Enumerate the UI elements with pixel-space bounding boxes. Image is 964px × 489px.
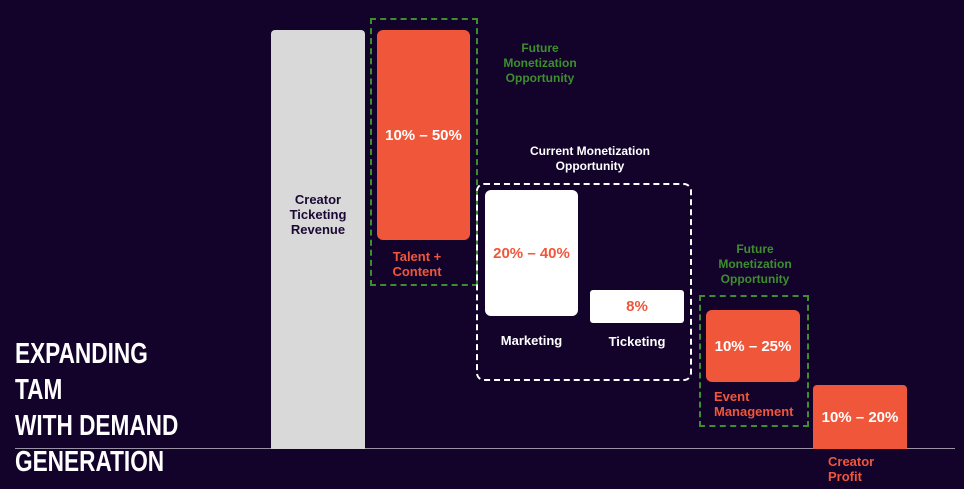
block-label: Talent + Content <box>392 249 442 279</box>
title: EXPANDING TAM WITH DEMAND GENERATION <box>15 336 194 480</box>
title-line: GENERATION <box>15 446 165 478</box>
value-block: 10% – 25% <box>706 310 800 382</box>
value-block: 8% <box>590 290 684 323</box>
block-label: Ticketing <box>608 334 666 349</box>
title-line: WITH DEMAND <box>15 410 179 442</box>
value-block: 10% – 50% <box>377 30 470 240</box>
block-label: Creator Profit <box>828 454 875 484</box>
annotation: Current Monetization Opportunity <box>530 144 650 173</box>
block-label: Marketing <box>500 333 563 348</box>
block-label: Event Management <box>714 389 794 419</box>
value-block: 20% – 40% <box>485 190 578 316</box>
revenue-bar <box>271 30 365 449</box>
annotation: Future Monetization Opportunity <box>503 41 577 85</box>
block-label: Creator Ticketing Revenue <box>289 192 347 237</box>
baseline <box>15 448 955 449</box>
annotation: Future Monetization Opportunity <box>718 242 792 286</box>
future-box <box>699 295 809 427</box>
current-box <box>476 183 692 381</box>
future-box <box>370 18 478 286</box>
value-block: 10% – 20% <box>813 385 907 449</box>
title-line: EXPANDING TAM <box>15 338 148 406</box>
